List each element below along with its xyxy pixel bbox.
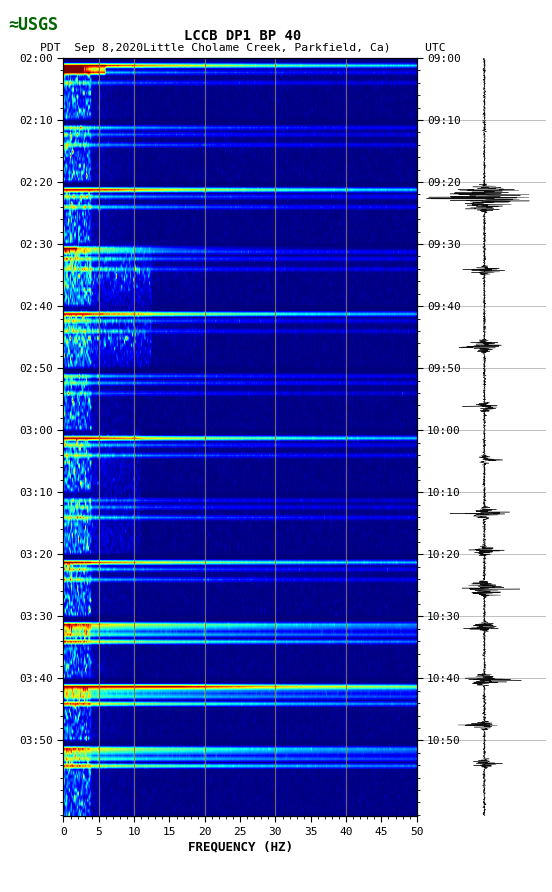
Text: LCCB DP1 BP 40: LCCB DP1 BP 40 — [184, 29, 301, 43]
Text: ≈USGS: ≈USGS — [8, 16, 59, 34]
Text: PDT  Sep 8,2020Little Cholame Creek, Parkfield, Ca)     UTC: PDT Sep 8,2020Little Cholame Creek, Park… — [40, 43, 445, 53]
X-axis label: FREQUENCY (HZ): FREQUENCY (HZ) — [188, 841, 293, 854]
